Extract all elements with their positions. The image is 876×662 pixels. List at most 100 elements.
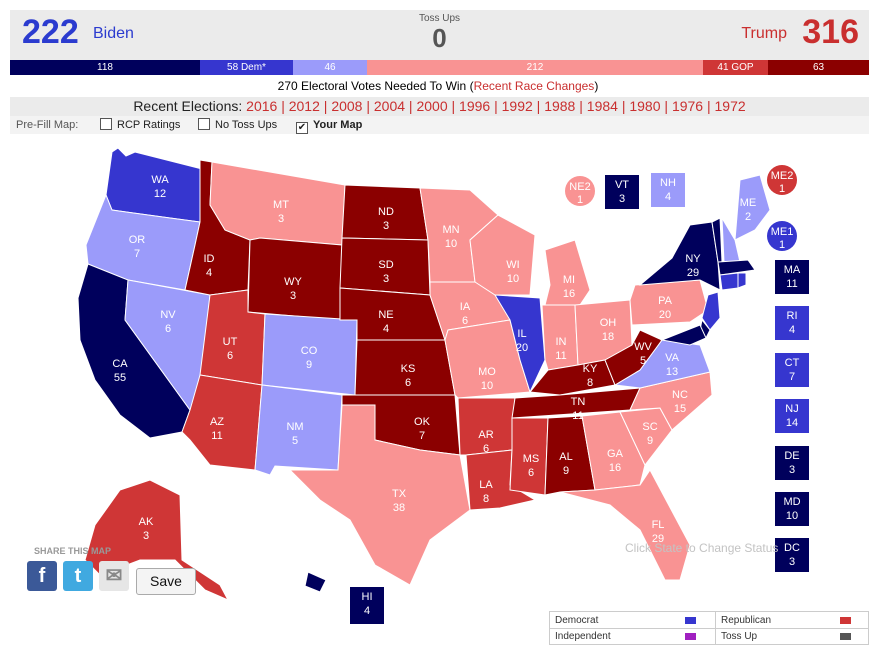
election-year-2008[interactable]: 2008 [331,98,363,114]
state-label-mi[interactable]: MI [563,274,575,286]
state-box-hi[interactable]: HI 4 [350,587,384,624]
election-year-1996[interactable]: 1996 [459,98,491,114]
state-label-ms[interactable]: MS [523,453,540,465]
state-box-ri[interactable]: RI 4 [775,306,809,340]
election-year-2004[interactable]: 2004 [373,98,406,114]
state-ev-ia[interactable]: 6 [462,315,468,327]
state-ev-wy[interactable]: 3 [290,290,296,302]
election-year-2016[interactable]: 2016 [246,98,278,114]
election-year-2000[interactable]: 2000 [416,98,448,114]
email-icon[interactable]: ✉ [99,561,129,591]
state-label-wa[interactable]: WA [151,174,169,186]
state-label-ut[interactable]: UT [223,336,238,348]
state-ev-ne[interactable]: 4 [383,323,389,335]
state-ct-shape[interactable] [719,272,739,291]
state-label-va[interactable]: VA [665,352,680,364]
state-ri-shape[interactable] [737,272,747,289]
state-box-nj[interactable]: NJ 14 [775,399,809,433]
state-ev-nc[interactable]: 15 [674,403,686,415]
state-label-tx[interactable]: TX [392,488,407,500]
state-ev-oh[interactable]: 18 [602,331,614,343]
state-ma-shape[interactable] [717,259,756,276]
state-tx[interactable] [288,404,471,586]
election-year-1972[interactable]: 1972 [714,98,746,114]
state-label-co[interactable]: CO [301,345,318,357]
checkbox-rcp-ratings[interactable] [100,118,112,130]
state-ev-nv[interactable]: 6 [165,323,171,335]
state-ev-nm[interactable]: 5 [292,435,298,447]
state-label-ok[interactable]: OK [414,416,431,428]
state-fl[interactable] [559,469,691,581]
election-year-1984[interactable]: 1984 [586,98,618,114]
state-ev-me[interactable]: 2 [745,211,751,223]
state-ev-ny[interactable]: 29 [687,267,699,279]
state-ev-or[interactable]: 7 [134,248,140,260]
checkbox-your-map[interactable]: ✔ [296,122,308,134]
state-label-ky[interactable]: KY [583,363,598,375]
state-ev-al[interactable]: 9 [563,465,569,477]
state-box-nh[interactable]: NH 4 [651,173,685,207]
state-wi[interactable] [469,214,536,296]
state-box-dc[interactable]: DC 3 [775,538,809,572]
state-label-ar[interactable]: AR [478,429,493,441]
state-ev-ca[interactable]: 55 [114,372,126,384]
save-button[interactable]: Save [136,568,196,595]
election-year-1980[interactable]: 1980 [629,98,661,114]
state-ev-ky[interactable]: 8 [587,377,593,389]
state-label-wi[interactable]: WI [506,259,519,271]
state-label-la[interactable]: LA [479,479,493,491]
state-ny[interactable] [638,221,721,291]
prefill-your-map[interactable]: ✔ Your Map [296,116,362,134]
state-label-mn[interactable]: MN [442,224,459,236]
state-label-az[interactable]: AZ [210,416,224,428]
state-ev-fl[interactable]: 29 [652,533,664,545]
state-ev-sc[interactable]: 9 [647,435,653,447]
state-label-sc[interactable]: SC [642,421,657,433]
state-label-id[interactable]: ID [204,253,215,265]
state-ev-tx[interactable]: 38 [393,502,405,514]
state-ev-co[interactable]: 9 [306,359,312,371]
state-ev-ar[interactable]: 6 [483,443,489,455]
state-ga[interactable] [581,411,646,491]
state-ev-pa[interactable]: 20 [659,309,671,321]
state-ev-mt[interactable]: 3 [278,213,284,225]
state-label-ny[interactable]: NY [685,253,701,265]
state-ev-ok[interactable]: 7 [419,430,425,442]
state-ev-id[interactable]: 4 [206,267,212,279]
state-label-ca[interactable]: CA [112,358,128,370]
state-label-mt[interactable]: MT [273,199,289,211]
state-ev-in[interactable]: 11 [555,350,566,362]
district-ev-me2[interactable]: 1 [779,183,785,195]
state-box-vt[interactable]: VT 3 [605,175,639,209]
state-box-md[interactable]: MD 10 [775,492,809,526]
state-label-al[interactable]: AL [559,451,572,463]
state-box-ct[interactable]: CT 7 [775,353,809,387]
state-label-fl[interactable]: FL [652,519,665,531]
district-label-me1[interactable]: ME1 [771,226,794,238]
state-ev-la[interactable]: 8 [483,493,489,505]
state-label-wv[interactable]: WV [634,341,652,353]
prefill-no-toss-ups[interactable]: No Toss Ups [198,116,277,134]
state-label-ga[interactable]: GA [607,448,624,460]
state-label-ia[interactable]: IA [460,301,471,313]
state-ev-ga[interactable]: 16 [609,462,621,474]
state-label-in[interactable]: IN [556,336,567,348]
state-label-mo[interactable]: MO [478,366,496,378]
checkbox-no-toss-ups[interactable] [198,118,210,130]
state-ev-sd[interactable]: 3 [383,273,389,285]
state-label-oh[interactable]: OH [600,317,617,329]
state-ev-wv[interactable]: 5 [640,355,646,367]
state-box-de[interactable]: DE 3 [775,446,809,480]
district-ev-ne2[interactable]: 1 [577,194,583,206]
district-ev-me1[interactable]: 1 [779,239,785,251]
district-me1[interactable] [767,221,797,251]
state-label-tn[interactable]: TN [571,396,586,408]
state-ev-nd[interactable]: 3 [383,220,389,232]
state-label-ak[interactable]: AK [139,516,154,528]
state-hi-shape[interactable] [304,571,327,593]
state-label-ne[interactable]: NE [378,309,393,321]
recent-race-changes-link[interactable]: Recent Race Changes [473,79,595,93]
state-label-ks[interactable]: KS [401,363,416,375]
state-label-wy[interactable]: WY [284,276,302,288]
election-year-1988[interactable]: 1988 [544,98,576,114]
